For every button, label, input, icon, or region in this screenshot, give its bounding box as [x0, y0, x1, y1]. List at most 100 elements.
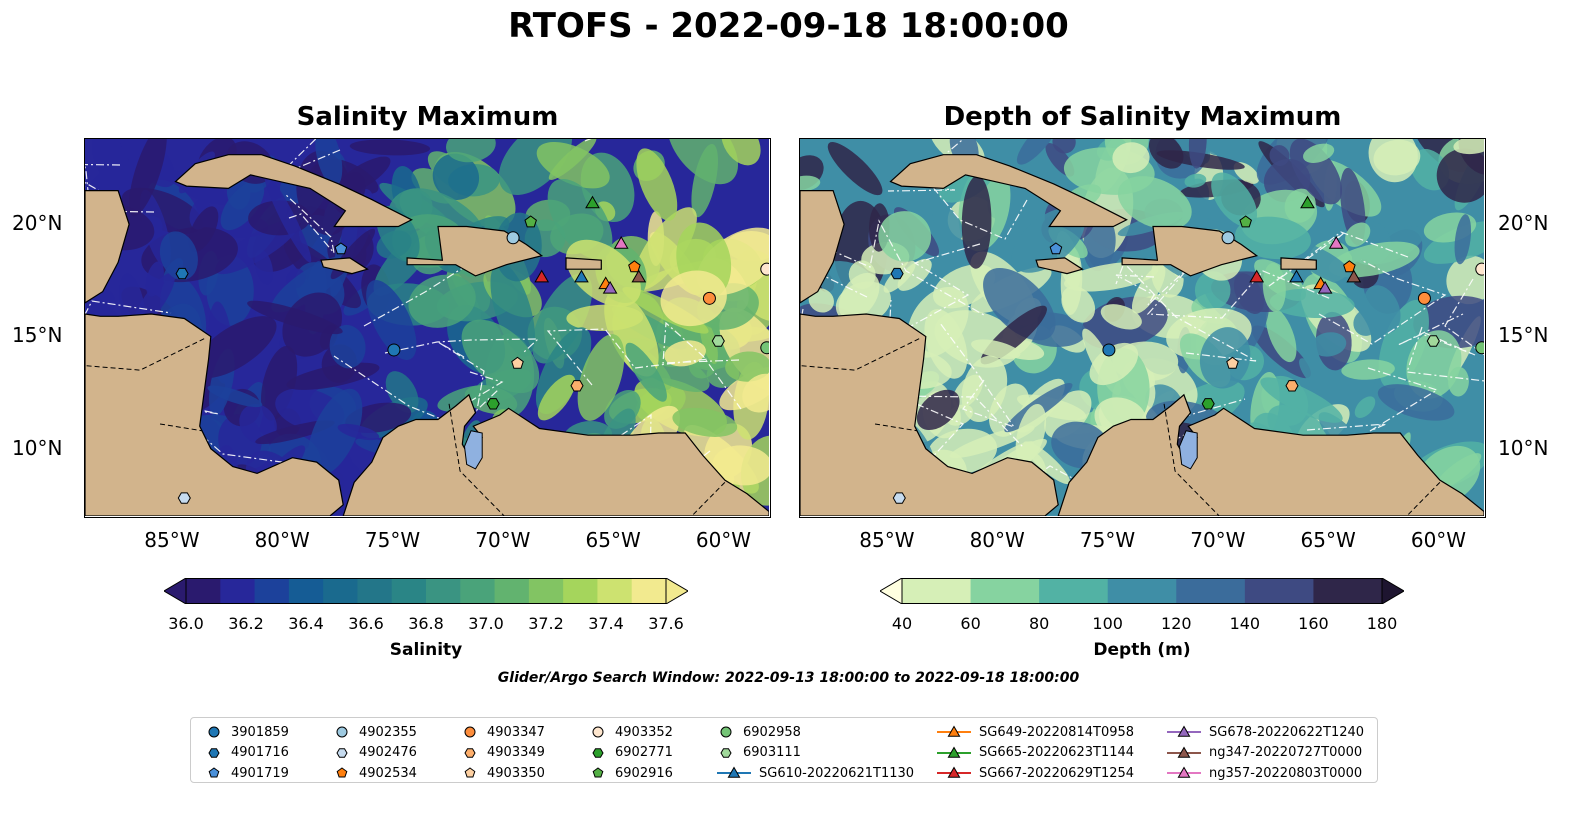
- legend-marker-icon: [720, 726, 732, 738]
- colorbar-segment: [597, 578, 633, 604]
- legend-label: ng347-20220727T0000: [1209, 745, 1363, 760]
- legend-marker-icon: [336, 726, 348, 738]
- legend-label: ng357-20220803T0000: [1209, 765, 1363, 781]
- legend-marker-icon: [592, 747, 604, 758]
- colorbar-segment: [460, 578, 496, 604]
- colorbar-segment: [528, 578, 564, 604]
- legend-marker-icon: [464, 767, 476, 778]
- x-tick-label: 85°W: [859, 528, 915, 552]
- legend-label: SG678-20220622T1240: [1209, 724, 1365, 740]
- colorbar-tick-label: 37.0: [468, 614, 504, 633]
- marker-6902916: [524, 215, 537, 228]
- colorbar-segment: [426, 578, 461, 604]
- x-tick-label: 70°W: [475, 528, 531, 552]
- colorbar-segment: [902, 578, 972, 604]
- legend-item: SG667-20220629T1254: [937, 764, 1134, 782]
- marker-6903111: [711, 335, 725, 347]
- legend-label: 4902355: [359, 724, 417, 740]
- legend-label: SG665-20220623T1144: [979, 745, 1135, 760]
- x-tick-label: 85°W: [144, 528, 200, 552]
- lake-maracaibo: [463, 430, 483, 470]
- land-masses: [800, 154, 1484, 516]
- land-central-america: [800, 313, 1059, 516]
- legend-marker-icon: [717, 766, 751, 778]
- land-central-america: [85, 313, 344, 516]
- legend-marker-icon: [1167, 745, 1201, 758]
- legend-label: 6902771: [615, 745, 673, 760]
- x-tick-label: 60°W: [1410, 528, 1467, 552]
- x-tick-label: 70°W: [1190, 528, 1246, 552]
- colorbar-segment: [970, 578, 1040, 604]
- salinity-field: [85, 139, 769, 516]
- colorbar-tick-label: 36.2: [228, 614, 264, 633]
- legend-label: SG610-20220621T1130: [759, 765, 915, 781]
- marker-SG678-20220622T1240: [1317, 280, 1333, 294]
- land-jamaica: [1035, 257, 1084, 275]
- legend-marker-icon: [464, 726, 476, 738]
- y-tick-label: 10°N: [1498, 435, 1549, 460]
- observation-markers: [890, 195, 1484, 504]
- colorbar-tick-label: 80: [1028, 614, 1050, 633]
- salinity-panel-title: Salinity Maximum: [296, 102, 559, 132]
- marker-3901859: [387, 343, 401, 357]
- legend-item: ng357-20220803T0000: [1167, 764, 1362, 782]
- land-puerto-rico: [565, 257, 602, 270]
- colorbar-segment: [631, 578, 667, 604]
- marker-4903352: [760, 262, 769, 276]
- legend-marker-icon: [937, 745, 971, 758]
- marker-SG667-20220629T1254: [1249, 269, 1265, 283]
- legend-item: SG610-20220621T1130: [717, 764, 914, 782]
- colorbar-segment: [323, 578, 358, 604]
- legend-label: 6902958: [743, 724, 801, 740]
- marker-4901716: [890, 267, 904, 280]
- depth-colorbar-label: Depth (m): [1093, 640, 1191, 660]
- salinity-colorbar-label: Salinity: [389, 640, 463, 660]
- marker-4903349: [570, 380, 584, 392]
- legend-marker-icon: [208, 726, 220, 738]
- colorbar-segment: [1176, 578, 1246, 604]
- colorbar-segment: [391, 578, 427, 604]
- colorbar-tick-label: 36.4: [288, 614, 324, 633]
- legend-item: 4903347: [461, 723, 545, 741]
- x-tick-label: 80°W: [254, 528, 310, 552]
- colorbar-segment: [220, 578, 256, 604]
- salinity-maximum-map: [84, 138, 771, 518]
- legend-marker-icon: [208, 767, 220, 778]
- colorbar-segment: [1039, 578, 1109, 604]
- marker-4902534: [1343, 260, 1356, 273]
- colorbar-tick-label: 60: [960, 614, 981, 633]
- legend-marker-icon: [464, 747, 476, 758]
- marker-6902916: [1239, 215, 1252, 228]
- colorbar-extend-low: [879, 577, 903, 605]
- legend-item: 6903111: [717, 744, 801, 762]
- marker-4903350: [511, 356, 524, 369]
- marker-4902476: [177, 492, 191, 504]
- legend-marker-icon: [1167, 725, 1201, 737]
- legend-label: 4901719: [231, 765, 289, 781]
- country-borders: [800, 338, 1441, 516]
- colorbar-extend-high: [665, 577, 689, 605]
- legend-marker-icon: [937, 766, 971, 778]
- marker-SG667-20220629T1254: [534, 269, 550, 283]
- legend-marker-icon: [592, 767, 604, 778]
- colorbar-tick-label: 36.6: [348, 614, 384, 633]
- legend-marker-icon: [1167, 766, 1201, 778]
- colorbar-tick-label: 180: [1366, 614, 1398, 633]
- legend-marker-icon: [720, 747, 732, 758]
- marker-4902355: [506, 231, 520, 245]
- legend-item: SG678-20220622T1240: [1167, 723, 1364, 741]
- x-tick-label: 75°W: [364, 528, 421, 552]
- legend-label: 6903111: [743, 745, 801, 760]
- legend-item: 6902916: [589, 764, 673, 782]
- depth-colorbar: [879, 577, 1405, 605]
- marker-SG678-20220622T1240: [602, 280, 618, 294]
- colorbar-tick-label: 37.4: [588, 614, 624, 633]
- colorbar-tick-label: 120: [1161, 614, 1192, 633]
- y-tick-label: 20°N: [12, 211, 63, 236]
- colorbar-segment: [1244, 578, 1314, 604]
- search-window-note: Glider/Argo Search Window: 2022-09-13 18…: [497, 670, 1080, 686]
- colorbar-tick-label: 36.8: [408, 614, 444, 633]
- colorbar-tick-label: 160: [1298, 614, 1329, 633]
- colorbar-segment: [494, 578, 530, 604]
- legend-item: SG649-20220814T0958: [937, 723, 1134, 741]
